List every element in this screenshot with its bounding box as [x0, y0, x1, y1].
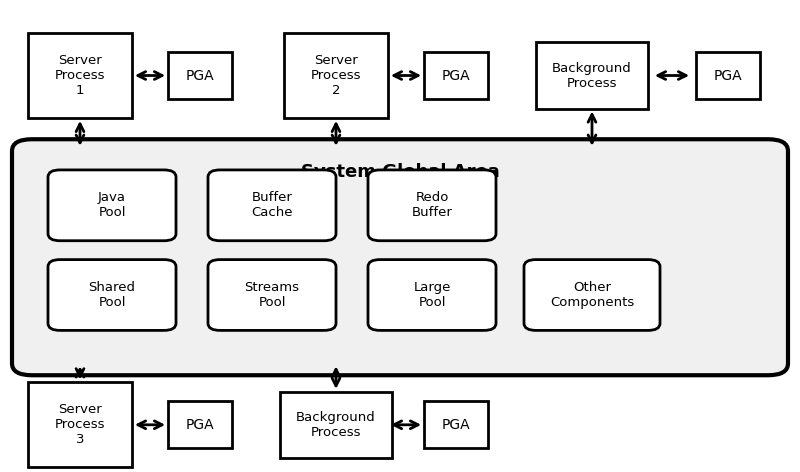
Text: PGA: PGA — [186, 68, 214, 83]
Text: Shared
Pool: Shared Pool — [89, 281, 135, 309]
FancyBboxPatch shape — [208, 170, 336, 241]
FancyBboxPatch shape — [284, 33, 388, 118]
Text: PGA: PGA — [442, 68, 470, 83]
FancyBboxPatch shape — [28, 33, 132, 118]
FancyBboxPatch shape — [168, 52, 232, 99]
Text: Background
Process: Background Process — [552, 61, 632, 90]
Text: Redo
Buffer: Redo Buffer — [411, 191, 453, 219]
FancyBboxPatch shape — [28, 382, 132, 467]
Text: Java
Pool: Java Pool — [98, 191, 126, 219]
Text: PGA: PGA — [714, 68, 742, 83]
Text: Large
Pool: Large Pool — [414, 281, 450, 309]
FancyBboxPatch shape — [168, 401, 232, 448]
FancyBboxPatch shape — [524, 260, 660, 330]
FancyBboxPatch shape — [280, 392, 392, 458]
FancyBboxPatch shape — [696, 52, 760, 99]
FancyBboxPatch shape — [424, 52, 488, 99]
FancyBboxPatch shape — [424, 401, 488, 448]
FancyBboxPatch shape — [368, 260, 496, 330]
FancyBboxPatch shape — [208, 260, 336, 330]
Text: System Global Area: System Global Area — [301, 163, 499, 181]
Text: PGA: PGA — [186, 418, 214, 432]
Text: Server
Process
3: Server Process 3 — [54, 403, 106, 447]
FancyBboxPatch shape — [368, 170, 496, 241]
Text: Buffer
Cache: Buffer Cache — [251, 191, 293, 219]
FancyBboxPatch shape — [536, 42, 648, 109]
FancyBboxPatch shape — [12, 139, 788, 375]
Text: Server
Process
1: Server Process 1 — [54, 54, 106, 97]
Text: Other
Components: Other Components — [550, 281, 634, 309]
FancyBboxPatch shape — [48, 260, 176, 330]
Text: Server
Process
2: Server Process 2 — [310, 54, 362, 97]
FancyBboxPatch shape — [48, 170, 176, 241]
Text: Background
Process: Background Process — [296, 411, 376, 439]
Text: Streams
Pool: Streams Pool — [245, 281, 299, 309]
Text: PGA: PGA — [442, 418, 470, 432]
